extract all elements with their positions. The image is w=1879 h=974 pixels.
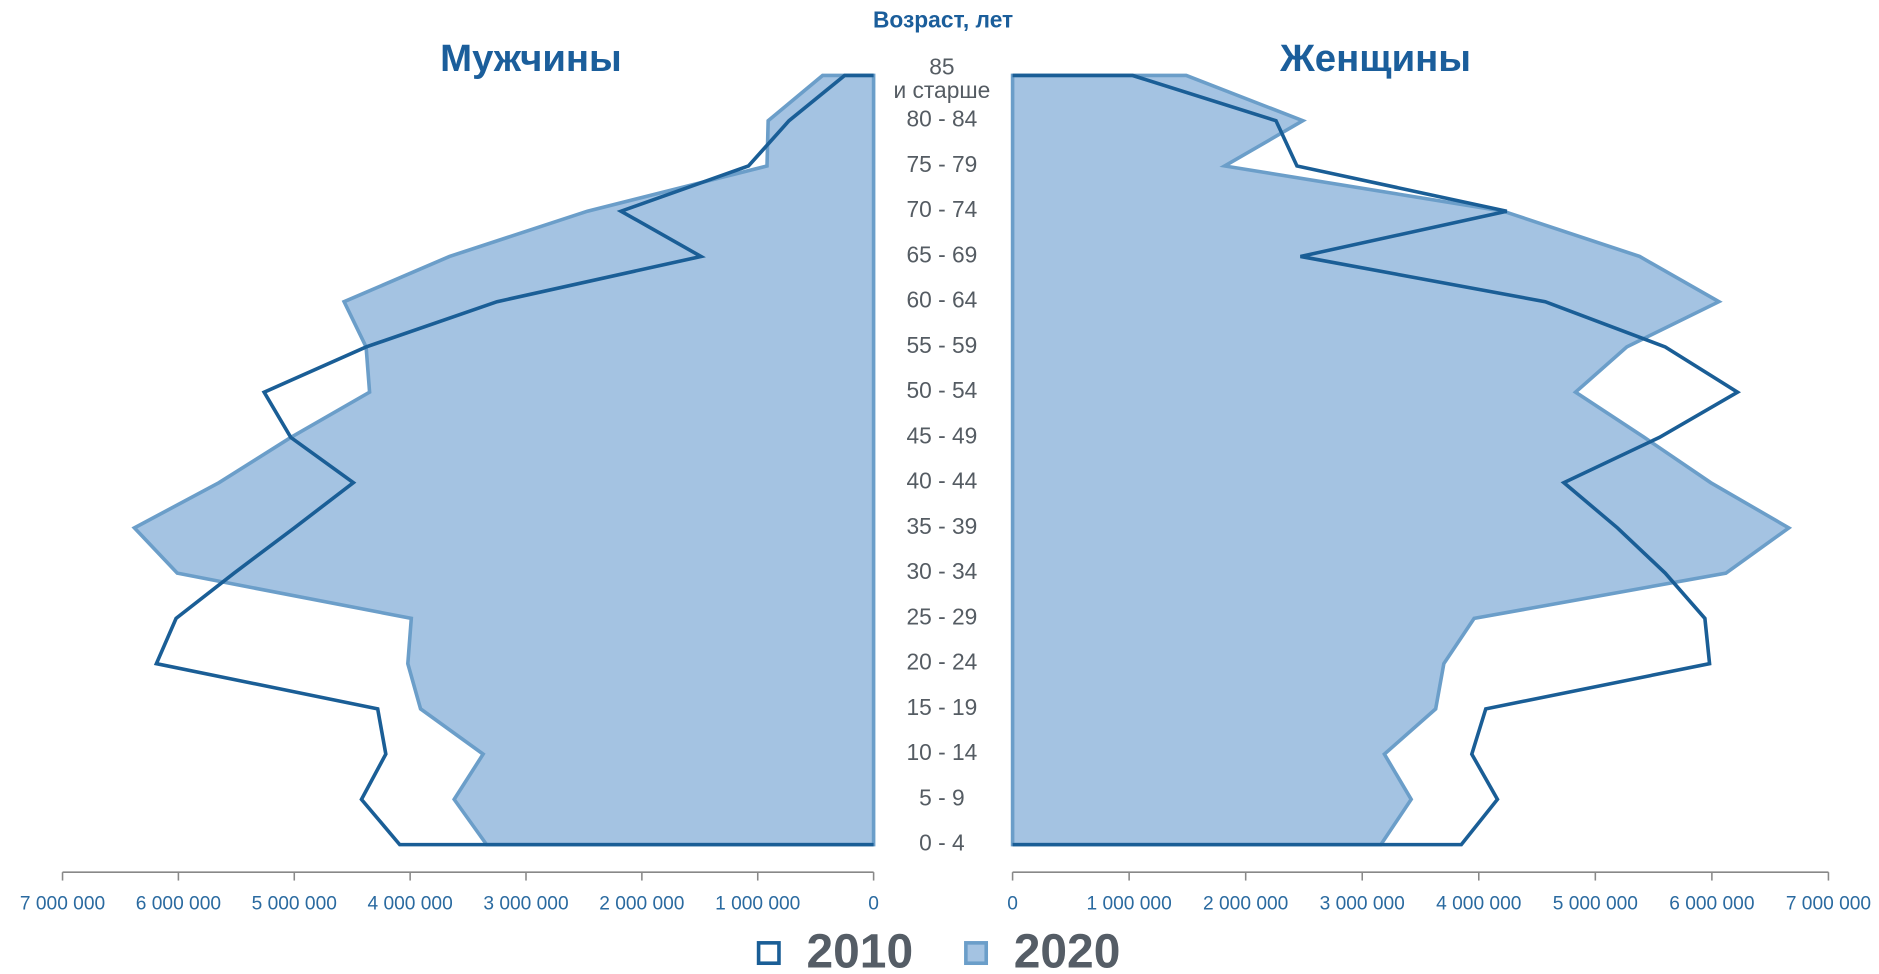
category-label: 15 - 19 — [906, 694, 977, 720]
right-title: Женщины — [1279, 37, 1471, 80]
line — [153, 73, 874, 847]
x-tick-label: 6 000 000 — [1669, 894, 1754, 915]
x-tick-label: 3 000 000 — [1320, 894, 1405, 915]
area — [131, 73, 876, 847]
category-label: 25 - 29 — [906, 603, 977, 629]
x-tick-label: 7 000 000 — [1786, 894, 1871, 915]
category-label: 0 - 4 — [919, 830, 965, 856]
x-tick-label: 1 000 000 — [1087, 894, 1172, 915]
x-tick-label: 3 000 000 — [483, 894, 568, 915]
category-label: 50 - 54 — [906, 377, 977, 403]
x-tick-label: 0 — [868, 894, 879, 915]
x-tick-label: 2 000 000 — [1203, 894, 1288, 915]
category-label: 35 - 39 — [906, 513, 977, 539]
legend-swatch — [964, 941, 989, 966]
line — [1012, 73, 1742, 847]
legend-label: 2020 — [1014, 925, 1121, 974]
x-tick-label: 6 000 000 — [136, 894, 221, 915]
category-label: 75 - 79 — [906, 151, 977, 177]
x-tick-label: 5 000 000 — [252, 894, 337, 915]
x-tick-label: 7 000 000 — [20, 894, 105, 915]
area — [1010, 73, 1793, 847]
category-label: 85 и старше — [894, 53, 991, 103]
category-label: 30 - 34 — [906, 558, 977, 584]
category-label: 65 - 69 — [906, 241, 977, 267]
legend-label: 2010 — [807, 925, 914, 974]
category-label: 55 - 59 — [906, 332, 977, 358]
category-label: 20 - 24 — [906, 649, 977, 675]
category-label: 40 - 44 — [906, 468, 977, 494]
x-tick-label: 2 000 000 — [599, 894, 684, 915]
category-label: 70 - 74 — [906, 196, 977, 222]
category-label: 60 - 64 — [906, 287, 977, 313]
axis-title: Возраст, лет — [873, 7, 1013, 33]
x-tick-label: 4 000 000 — [1436, 894, 1521, 915]
x-tick-label: 0 — [1007, 894, 1018, 915]
x-tick-label: 1 000 000 — [715, 894, 800, 915]
category-label: 45 - 49 — [906, 422, 977, 448]
category-label: 80 - 84 — [906, 106, 977, 132]
legend-swatch — [756, 941, 781, 966]
x-tick-label: 4 000 000 — [368, 894, 453, 915]
category-label: 5 - 9 — [919, 784, 965, 810]
left-title: Мужчины — [440, 37, 622, 80]
category-label: 10 - 14 — [906, 739, 977, 765]
x-tick-label: 5 000 000 — [1553, 894, 1638, 915]
